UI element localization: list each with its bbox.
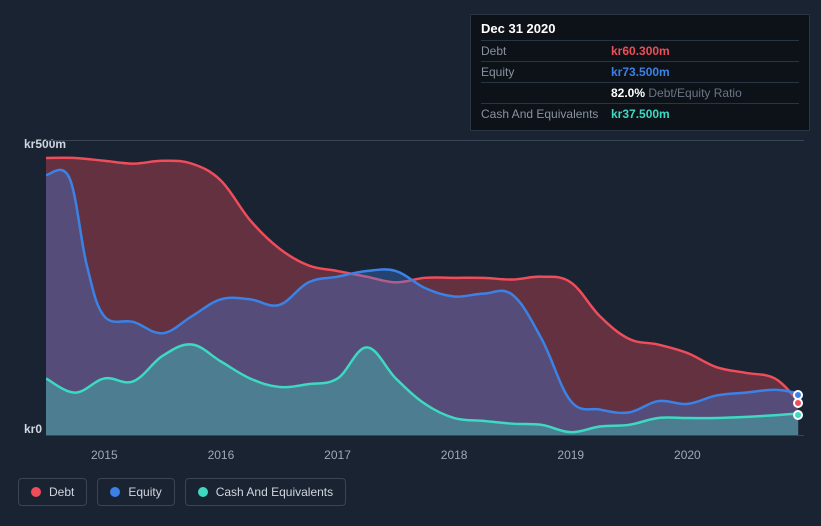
- x-axis-tick: 2018: [441, 448, 468, 462]
- x-axis-tick: 2015: [91, 448, 118, 462]
- tooltip-value: kr37.500m: [611, 107, 670, 121]
- tooltip-row: Cash And Equivalentskr37.500m: [481, 103, 799, 124]
- legend-label: Debt: [49, 485, 74, 499]
- x-axis-tick: 2019: [557, 448, 584, 462]
- legend-item[interactable]: Debt: [18, 478, 87, 506]
- tooltip-row: Debtkr60.300m: [481, 40, 799, 61]
- x-axis: 2015 2016 2017 2018 2019 2020: [46, 442, 804, 462]
- legend-dot-icon: [198, 487, 208, 497]
- legend-dot-icon: [110, 487, 120, 497]
- y-axis-label: kr0: [24, 422, 42, 436]
- legend-label: Equity: [128, 485, 161, 499]
- x-axis-tick: 2020: [674, 448, 701, 462]
- series-end-marker: [793, 410, 803, 420]
- tooltip-label: [481, 86, 611, 100]
- legend-label: Cash And Equivalents: [216, 485, 333, 499]
- tooltip-label: Debt: [481, 44, 611, 58]
- x-axis-tick: 2016: [208, 448, 235, 462]
- legend-dot-icon: [31, 487, 41, 497]
- tooltip-value: kr60.300m: [611, 44, 670, 58]
- tooltip-label: Equity: [481, 65, 611, 79]
- tooltip-value: 82.0% Debt/Equity Ratio: [611, 86, 742, 100]
- legend-item[interactable]: Equity: [97, 478, 174, 506]
- chart-tooltip: Dec 31 2020 Debtkr60.300mEquitykr73.500m…: [470, 14, 810, 131]
- tooltip-date: Dec 31 2020: [481, 21, 799, 40]
- tooltip-row: 82.0% Debt/Equity Ratio: [481, 82, 799, 103]
- series-end-marker: [793, 390, 803, 400]
- chart-plot-area[interactable]: [46, 140, 804, 436]
- x-axis-tick: 2017: [324, 448, 351, 462]
- tooltip-label: Cash And Equivalents: [481, 107, 611, 121]
- chart-legend: Debt Equity Cash And Equivalents: [18, 478, 346, 506]
- tooltip-value: kr73.500m: [611, 65, 670, 79]
- legend-item[interactable]: Cash And Equivalents: [185, 478, 346, 506]
- tooltip-row: Equitykr73.500m: [481, 61, 799, 82]
